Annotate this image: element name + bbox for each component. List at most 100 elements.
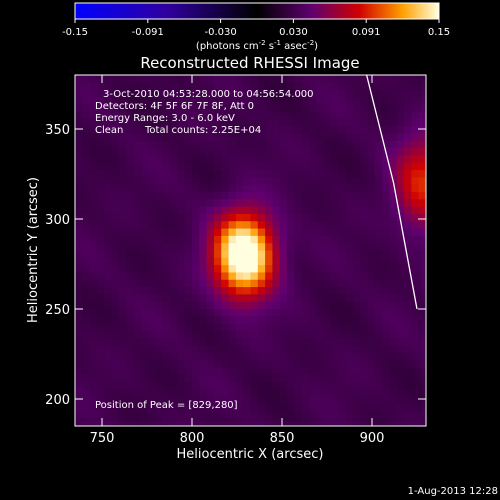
heatmap-cell	[162, 155, 171, 164]
heatmap-cell	[301, 257, 310, 266]
heatmap-cell	[155, 316, 164, 325]
heatmap-cell	[338, 279, 347, 288]
heatmap-cell	[235, 221, 244, 230]
heatmap-cell	[192, 279, 200, 288]
heatmap-cell	[82, 170, 91, 178]
heatmap-cell	[338, 177, 347, 186]
heatmap-cell	[265, 396, 274, 405]
heatmap-cell	[199, 118, 208, 127]
heatmap-cell	[294, 418, 303, 426]
heatmap-cell	[316, 111, 325, 120]
heatmap-cell	[338, 192, 347, 200]
heatmap-cell	[96, 104, 105, 113]
heatmap-cell	[374, 96, 383, 105]
heatmap-cell	[82, 382, 91, 391]
heatmap-cell	[213, 330, 222, 339]
heatmap-cell	[418, 206, 426, 215]
heatmap-cell	[75, 184, 83, 193]
heatmap-cell	[367, 287, 376, 295]
heatmap-cell	[367, 309, 376, 317]
heatmap-cell	[82, 96, 91, 105]
heatmap-cell	[352, 418, 361, 426]
heatmap-cell	[133, 352, 142, 361]
heatmap-cell	[323, 177, 332, 186]
heatmap-cell	[323, 265, 332, 274]
heatmap-cell	[177, 330, 186, 339]
heatmap-cell	[177, 221, 186, 230]
heatmap-cell	[287, 140, 295, 149]
heatmap-cell	[352, 170, 361, 178]
heatmap-cell	[177, 352, 186, 361]
heatmap-cell	[352, 345, 361, 354]
heatmap-cell	[89, 287, 98, 295]
heatmap-cell	[89, 411, 98, 420]
heatmap-cell	[235, 235, 244, 244]
heatmap-cell	[192, 199, 200, 208]
heatmap-cell	[382, 287, 391, 295]
heatmap-cell	[250, 250, 259, 259]
heatmap-cell	[301, 133, 310, 142]
heatmap-cell	[213, 155, 222, 164]
heatmap-cell	[257, 75, 266, 83]
heatmap-cell	[374, 360, 383, 369]
heatmap-cell	[382, 155, 391, 164]
heatmap-cell	[309, 75, 317, 83]
heatmap-cell	[155, 323, 164, 332]
heatmap-cell	[301, 287, 310, 295]
heatmap-cell	[411, 133, 420, 142]
heatmap-cell	[382, 118, 391, 127]
heatmap-cell	[199, 323, 208, 332]
heatmap-cell	[235, 75, 244, 83]
heatmap-cell	[418, 170, 426, 178]
heatmap-cell	[404, 75, 412, 83]
heatmap-cell	[228, 111, 237, 120]
heatmap-cell	[184, 360, 193, 369]
heatmap-cell	[352, 411, 361, 420]
heatmap-cell	[374, 75, 383, 83]
heatmap-cell	[345, 133, 354, 142]
heatmap-cell	[418, 309, 426, 317]
heatmap-cell	[177, 82, 186, 91]
heatmap-cell	[389, 316, 398, 325]
heatmap-cell	[192, 265, 200, 274]
heatmap-cell	[316, 330, 325, 339]
heatmap-cell	[170, 243, 178, 252]
plot-frame	[74, 74, 427, 427]
heatmap-cell	[418, 148, 426, 157]
heatmap-cell	[265, 140, 274, 149]
heatmap-cell	[257, 338, 266, 347]
heatmap-cell	[155, 155, 164, 164]
heatmap-cell	[111, 309, 120, 317]
heatmap-cell	[338, 338, 347, 347]
heatmap-cell	[309, 287, 317, 295]
heatmap-cell	[345, 192, 354, 200]
heatmap-cell	[126, 345, 135, 354]
heatmap-cell	[118, 382, 127, 391]
heatmap-cell	[352, 301, 361, 310]
heatmap-cell	[206, 221, 215, 230]
heatmap-cell	[133, 177, 142, 186]
heatmap-cell	[265, 338, 274, 347]
heatmap-cell	[411, 140, 420, 149]
heatmap-cell	[265, 82, 274, 91]
heatmap-cell	[330, 235, 339, 244]
heatmap-cell	[126, 155, 135, 164]
heatmap-cell	[155, 330, 164, 339]
heatmap-cell	[96, 140, 105, 149]
heatmap-cell	[301, 184, 310, 193]
heatmap-cell	[155, 389, 164, 398]
heatmap-cell	[184, 89, 193, 98]
heatmap-cell	[374, 404, 383, 412]
heatmap-cell	[96, 404, 105, 412]
heatmap-cell	[170, 279, 178, 288]
heatmap-cell	[352, 126, 361, 135]
heatmap-cell	[396, 330, 405, 339]
heatmap-cell	[396, 294, 405, 303]
heatmap-cell	[192, 250, 200, 259]
heatmap-cell	[199, 309, 208, 317]
heatmap-cell	[82, 287, 91, 295]
heatmap-cell	[162, 177, 171, 186]
heatmap-cell	[389, 228, 398, 237]
heatmap-cell	[396, 104, 405, 113]
heatmap-cell	[316, 155, 325, 164]
